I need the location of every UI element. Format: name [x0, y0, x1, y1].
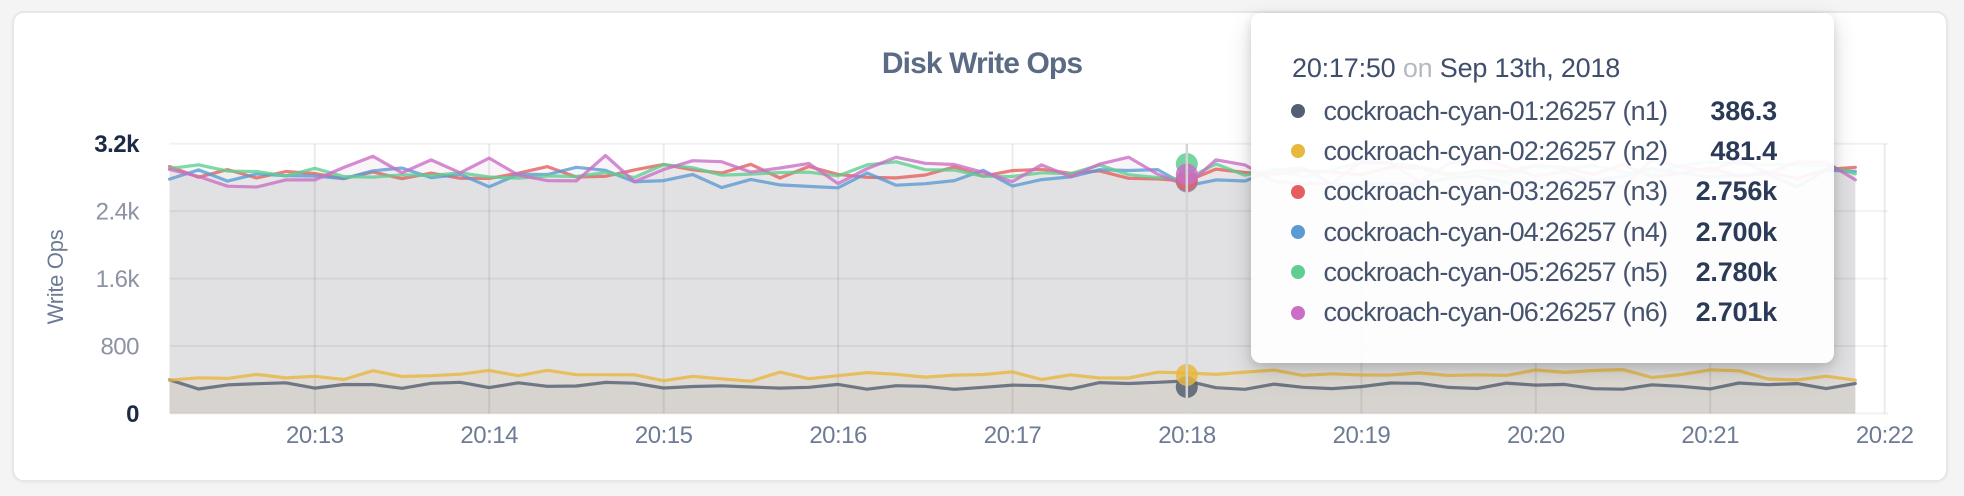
svg-text:20:18: 20:18 [1158, 422, 1216, 449]
svg-text:20:17: 20:17 [984, 422, 1042, 449]
svg-text:2.4k: 2.4k [96, 199, 141, 226]
svg-text:800: 800 [100, 334, 139, 361]
svg-text:20:13: 20:13 [286, 422, 344, 449]
svg-text:20:22: 20:22 [1856, 422, 1914, 449]
svg-text:20:19: 20:19 [1333, 422, 1391, 449]
svg-text:20:14: 20:14 [460, 422, 518, 449]
svg-text:1.6k: 1.6k [96, 266, 141, 293]
svg-text:3.2k: 3.2k [94, 131, 140, 158]
svg-text:20:15: 20:15 [635, 422, 693, 449]
svg-text:20:16: 20:16 [809, 422, 867, 449]
svg-text:20:20: 20:20 [1507, 422, 1565, 449]
svg-text:0: 0 [126, 401, 139, 428]
svg-text:20:21: 20:21 [1681, 422, 1739, 449]
